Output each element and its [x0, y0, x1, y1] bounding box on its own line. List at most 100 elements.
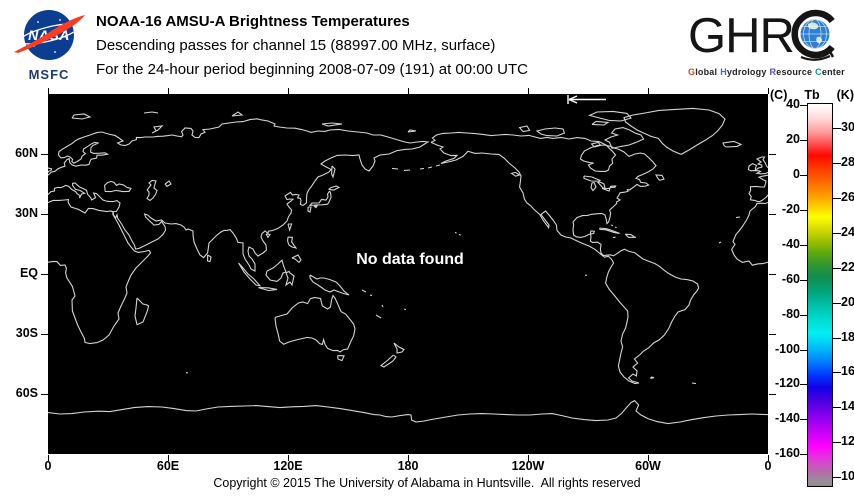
coastline	[47, 167, 53, 173]
celsius-tick-mark	[800, 105, 807, 107]
coastline	[601, 187, 611, 192]
celsius-tick-label: -40	[781, 236, 800, 251]
lon-tick-mark	[408, 455, 409, 461]
lon-tick-label: 120W	[511, 459, 545, 473]
coastline	[309, 274, 350, 296]
celsius-tick-label: -160	[774, 446, 800, 461]
lon-tick-mark-top	[408, 88, 409, 94]
coastline	[307, 206, 312, 213]
celsius-tick-mark	[800, 454, 807, 456]
coastline	[518, 125, 531, 133]
lon-tick-mark-top	[648, 88, 649, 94]
kelvin-tick-mark	[833, 198, 841, 200]
kelvin-tick-label: 100	[841, 469, 854, 484]
coastline	[308, 190, 332, 207]
coastline	[238, 262, 262, 287]
kelvin-tick-mark	[833, 128, 841, 130]
coastline	[164, 180, 172, 188]
kelvin-tick-mark	[833, 302, 841, 304]
coastline	[47, 118, 430, 272]
coastline	[391, 167, 399, 170]
coastline	[590, 141, 602, 148]
colorbar-header: (C) Tb (K)	[770, 88, 854, 102]
lat-tick-mark	[41, 214, 48, 215]
celsius-tick-label: -20	[781, 202, 800, 216]
coastline	[510, 171, 521, 177]
coastline	[287, 236, 298, 249]
kelvin-tick-label: 220	[841, 259, 854, 274]
title-block: NOAA-16 AMSU-A Brightness Temperatures D…	[96, 10, 528, 82]
celsius-tick-label: -80	[781, 306, 800, 321]
coastline	[599, 227, 620, 234]
lat-tick-mark-right	[769, 214, 776, 215]
coastline	[454, 231, 457, 234]
coastline	[337, 355, 345, 362]
ghrc-caption-word: Global	[688, 67, 718, 77]
lat-tick-label: 60S	[15, 386, 38, 400]
coastline	[610, 224, 614, 227]
kelvin-tick-label: 140	[841, 399, 854, 414]
kelvin-tick-label: 200	[841, 294, 854, 309]
world-map: No data found	[47, 94, 769, 454]
coastline	[287, 223, 293, 232]
nasa-meatball-icon: NASA	[14, 10, 85, 60]
kelvin-tick-label: 120	[841, 434, 854, 449]
celsius-tick-mark	[800, 175, 807, 177]
celsius-tick-mark	[800, 210, 807, 211]
kelvin-tick-label: 300	[841, 120, 854, 135]
msfc-label: MSFC	[28, 67, 70, 82]
celsius-tick-label: 20	[786, 132, 800, 147]
coastline	[321, 122, 343, 127]
colorbar-quantity: Tb	[804, 88, 820, 102]
page-title: NOAA-16 AMSU-A Brightness Temperatures	[96, 13, 410, 30]
ghrc-c-letter	[791, 9, 835, 59]
celsius-tick-mark	[800, 349, 807, 351]
coastline	[590, 181, 597, 192]
celsius-tick-mark	[800, 384, 807, 386]
lat-tick-label: EQ	[19, 266, 38, 280]
kelvin-tick-mark	[833, 442, 841, 444]
ghrc-logo: GHR Global Hydrology Resource Center	[688, 7, 852, 77]
celsius-tick-mark	[800, 419, 807, 421]
no-data-message: No data found	[356, 251, 464, 268]
kelvin-tick-mark	[833, 407, 841, 409]
coastline	[313, 205, 318, 209]
celsius-tick-label: 40	[786, 97, 800, 112]
ghrc-logo-icon: GHR	[688, 9, 835, 63]
coastline	[603, 127, 645, 149]
coastline	[587, 110, 632, 122]
lon-tick-label: 120E	[273, 459, 303, 473]
coastline	[47, 399, 769, 425]
colorbar-kelvin-unit: (K)	[836, 88, 854, 102]
coastline	[361, 289, 367, 293]
coastline	[535, 127, 566, 137]
celsius-tick-label: -100	[774, 341, 800, 356]
coastline	[583, 175, 602, 182]
subtitle-channel: Descending passes for channel 15 (88997.…	[96, 37, 496, 54]
coastline	[614, 226, 617, 229]
coastline	[369, 294, 373, 297]
celsius-tick-label: -60	[781, 271, 800, 286]
coastline	[623, 107, 726, 155]
coastline	[47, 198, 152, 345]
lon-tick-mark	[48, 455, 49, 461]
coastline	[752, 156, 769, 175]
coastline	[231, 111, 244, 117]
lon-tick-mark	[768, 455, 769, 461]
kelvin-tick-label: 180	[841, 329, 854, 344]
lat-tick-mark	[41, 334, 48, 335]
ghrc-caption-word: Resource	[769, 67, 813, 77]
coastlines	[47, 107, 769, 425]
lat-tick-mark-right	[769, 334, 776, 335]
coastline	[718, 241, 722, 244]
coastline	[375, 314, 382, 319]
kelvin-tick-mark	[833, 477, 841, 479]
coastline	[596, 181, 606, 189]
coastline	[207, 254, 212, 263]
coastline	[650, 376, 655, 380]
coastline	[748, 174, 769, 203]
ghrc-wordmark: GHR	[688, 9, 794, 61]
lon-tick-mark-top	[768, 88, 769, 94]
celsius-tick-label: -120	[774, 376, 800, 391]
coastline	[458, 233, 461, 236]
